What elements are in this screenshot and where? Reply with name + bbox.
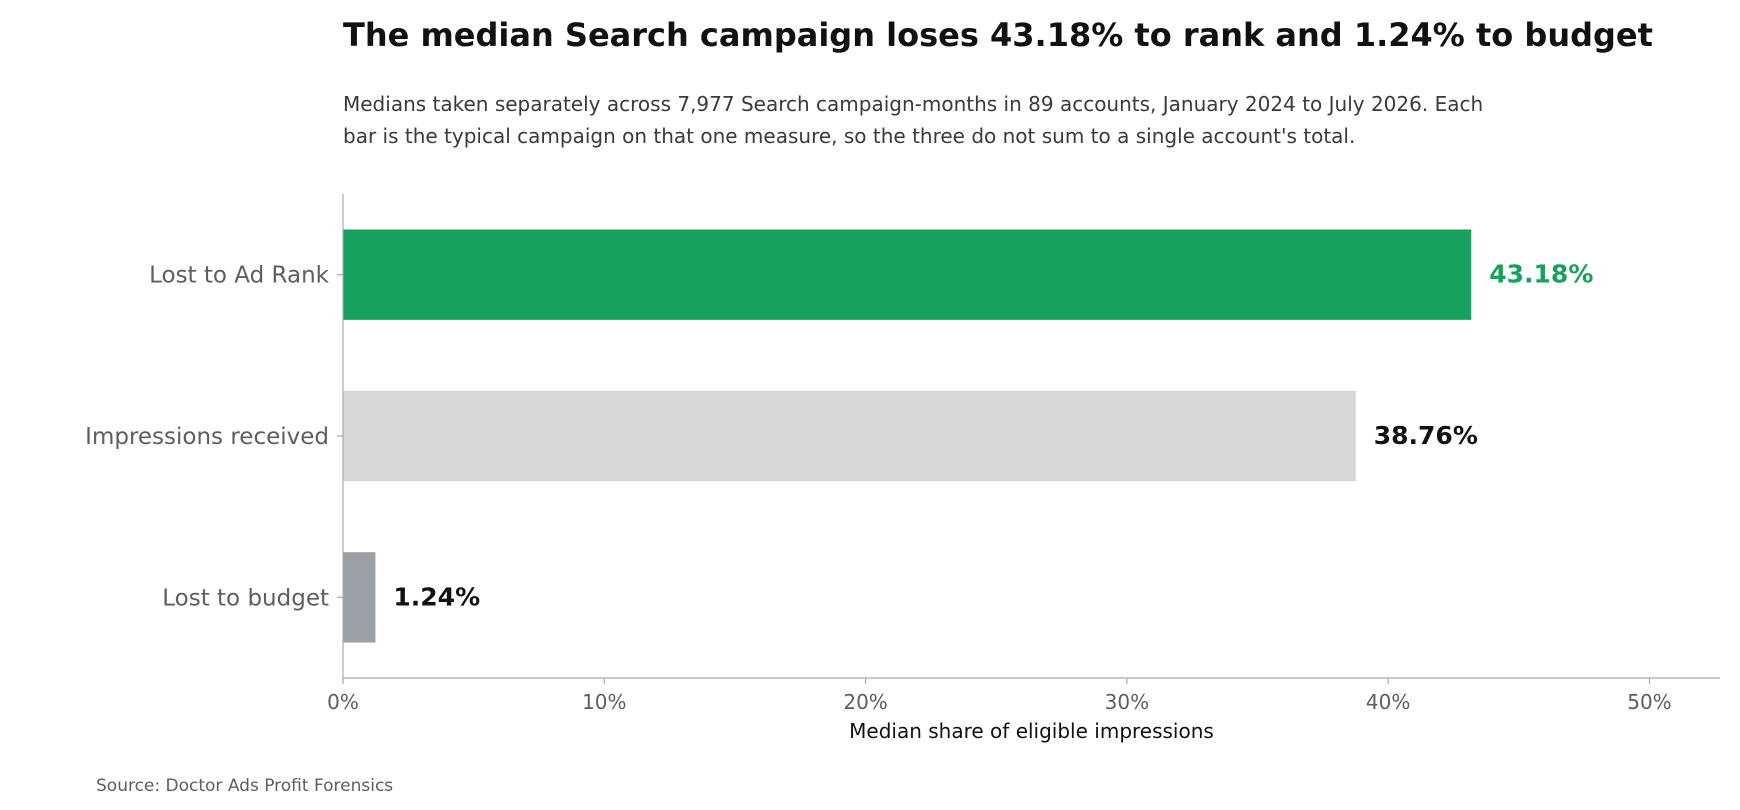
- x-tick-label: 40%: [1366, 690, 1410, 714]
- y-category-label: Impressions received: [85, 424, 329, 450]
- bar: [343, 229, 1472, 320]
- x-tick-label: 10%: [582, 690, 626, 714]
- axes-layer: Lost to Ad Rank Impressions received Lost …: [85, 194, 1720, 714]
- bar: [343, 390, 1356, 482]
- chart-title: The median Search campaign loses 43.18% …: [343, 16, 1653, 54]
- bar: [343, 552, 376, 643]
- bar-value-label: 43.18%: [1489, 260, 1593, 289]
- bars-layer: 43.18% 38.76% 1.24%: [343, 229, 1593, 643]
- bar-value-label: 1.24%: [393, 582, 480, 611]
- x-axis-title: Median share of eligible impressions: [849, 719, 1214, 743]
- bar-value-label: 38.76%: [1374, 421, 1478, 450]
- y-category-label: Lost to Ad Rank: [149, 263, 330, 289]
- source-note: Source: Doctor Ads Profit Forensics: [96, 776, 394, 796]
- x-tick-label: 30%: [1105, 690, 1149, 714]
- chart-subtitle: Medians taken separately across 7,977 Se…: [343, 92, 1484, 148]
- x-tick-label: 50%: [1627, 690, 1671, 714]
- y-category-label: Lost to budget: [162, 585, 329, 611]
- x-tick-label: 0%: [327, 690, 359, 714]
- x-tick-label: 20%: [843, 690, 887, 714]
